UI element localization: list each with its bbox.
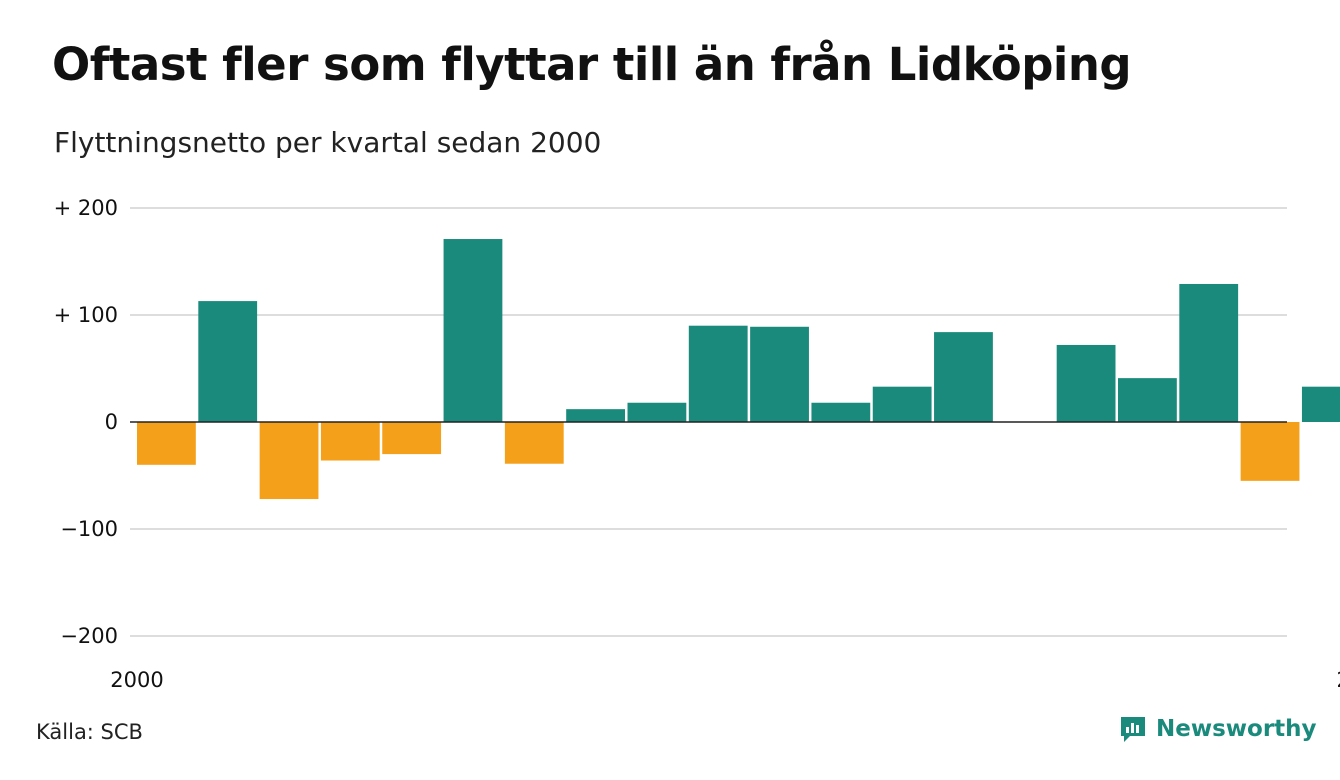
bar-positive — [811, 402, 871, 422]
bar-negative — [259, 422, 319, 500]
bar-negative — [504, 422, 564, 464]
bars — [137, 239, 1340, 500]
y-tick-label: −100 — [60, 517, 118, 541]
bar-positive — [872, 386, 932, 422]
bar-positive — [198, 301, 258, 422]
y-tick-label: + 100 — [54, 303, 118, 327]
chart-title: Oftast fler som flyttar till än från Lid… — [52, 38, 1132, 91]
y-axis-tick-labels: + 200 + 100 0 −100 −200 — [54, 196, 118, 648]
bar-positive — [688, 325, 748, 422]
bar-negative — [382, 422, 442, 455]
x-tick-label: 2000 — [110, 668, 163, 692]
bar-negative — [320, 422, 380, 461]
bar-positive — [627, 402, 687, 422]
y-tick-label: + 200 — [54, 196, 118, 220]
bar-positive — [750, 326, 809, 422]
bar-positive — [1179, 283, 1239, 422]
bar-positive — [1301, 386, 1340, 422]
bar-positive — [1056, 344, 1116, 422]
bar-negative — [137, 422, 196, 465]
source-note: Källa: SCB — [36, 720, 143, 744]
y-tick-label: −200 — [60, 624, 118, 648]
brand-name: Newsworthy — [1156, 716, 1317, 742]
brand-logo[interactable]: Newsworthy — [1118, 714, 1317, 744]
y-tick-label: 0 — [105, 410, 118, 434]
bar-positive — [566, 409, 625, 422]
newsworthy-logo-icon — [1121, 717, 1145, 742]
x-tick-label: 2005 — [1337, 668, 1340, 692]
bar-negative — [1240, 422, 1300, 481]
bar-positive — [1118, 378, 1177, 422]
bar-positive — [934, 332, 993, 422]
chart-subtitle: Flyttningsnetto per kvartal sedan 2000 — [54, 126, 602, 159]
x-axis-tick-labels: 20002005201020152020 — [110, 668, 1340, 692]
gridlines — [130, 207, 1287, 637]
bar-positive — [443, 239, 503, 422]
